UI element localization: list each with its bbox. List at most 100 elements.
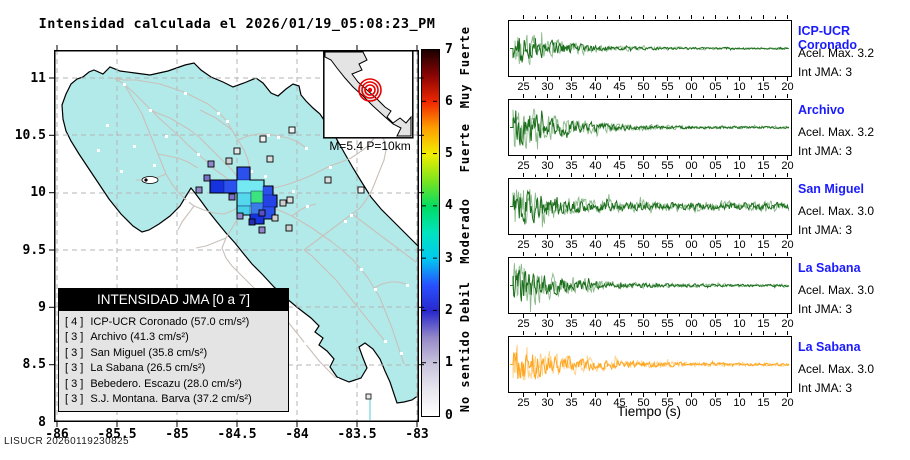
intensity-cells (209, 166, 278, 225)
epicenter-inset (323, 50, 414, 139)
time-tick-label: 45 (613, 397, 626, 409)
map-x-tick-label: -83 (405, 427, 429, 442)
legend-item-desc: ICP-UCR Coronado (57.0 cm/s²) (90, 315, 250, 328)
inset-landmass (324, 51, 412, 137)
time-tick-label: 30 (541, 239, 554, 251)
map-x-tick-label: -84 (285, 427, 309, 442)
legend-item: [ 3 ] S.J. Montana. Barva (37.2 cm/s²) (59, 392, 288, 408)
time-tick-label: 25 (517, 160, 530, 172)
int-jma-label: Int JMA: 3 (798, 302, 853, 316)
legend-item-jma: [ 3 ] (65, 362, 84, 375)
time-tick-label: 10 (733, 160, 746, 172)
time-tick-label: 40 (589, 397, 602, 409)
colorbar-scale-label: Debil (458, 280, 472, 322)
legend-item-jma: [ 4 ] (65, 315, 84, 328)
legend-item: [ 3 ] La Sabana (26.5 cm/s²) (59, 361, 288, 377)
time-tick-label: 20 (781, 81, 794, 93)
time-tick-label: 10 (733, 239, 746, 251)
accel-max-label: Acel. Max. 3.2 (798, 125, 875, 139)
colorbar-tick-label: 3 (445, 250, 453, 266)
time-tick-label: 25 (517, 239, 530, 251)
waveform-trace (510, 189, 790, 225)
time-tick-label: 00 (685, 397, 698, 409)
time-tick-label: 35 (565, 397, 578, 409)
time-tick-label: 05 (709, 81, 722, 93)
time-tick-label: 25 (517, 397, 530, 409)
time-tick-label: 00 (685, 239, 698, 251)
colorbar-tick-label: 5 (445, 146, 453, 162)
time-tick-label: 45 (613, 81, 626, 93)
colorbar-scale-label: Moderado (458, 198, 472, 265)
time-tick-label: 50 (637, 318, 650, 330)
time-tick-label: 40 (589, 160, 602, 172)
time-tick-label: 30 (541, 397, 554, 409)
time-tick-label: 10 (733, 81, 746, 93)
colorbar-scale-label: Muy Fuerte (458, 26, 472, 109)
accel-max-label: Acel. Max. 3.0 (798, 283, 875, 297)
lake-dot (144, 178, 148, 182)
time-tick-label: 05 (709, 160, 722, 172)
time-tick-label: 15 (757, 160, 770, 172)
time-tick-label: 25 (517, 81, 530, 93)
colorbar-scale-label: No sentido (458, 330, 472, 413)
time-tick-label: 45 (613, 160, 626, 172)
legend-body: [ 4 ] ICP-UCR Coronado (57.0 cm/s²) [ 3 ]… (59, 311, 288, 411)
map-x-tick-label: -85 (165, 427, 189, 442)
intensity-cluster-outline (209, 166, 278, 225)
int-jma-label: Int JMA: 3 (798, 381, 853, 395)
time-tick-label: 15 (757, 397, 770, 409)
accel-max-label: Acel. Max. 3.0 (798, 362, 875, 376)
time-tick-label: 35 (565, 81, 578, 93)
seismogram-panel (508, 336, 792, 393)
time-tick-label: 05 (709, 239, 722, 251)
seismogram-panel (508, 99, 792, 156)
legend-item-desc: La Sabana (26.5 cm/s²) (90, 362, 206, 375)
legend-item: [ 4 ] ICP-UCR Coronado (57.0 cm/s²) (59, 314, 288, 330)
time-tick-label: 45 (613, 318, 626, 330)
time-tick-label: 40 (589, 81, 602, 93)
legend-item-jma: [ 3 ] (65, 331, 84, 344)
timestamp-stamp: LISUCR 20260119230825 (4, 436, 129, 447)
time-tick-label: 30 (541, 318, 554, 330)
time-tick-label: 20 (781, 160, 794, 172)
map-y-tick-label: 10 (30, 185, 46, 201)
time-tick-label: 20 (781, 239, 794, 251)
time-tick-label: 00 (685, 160, 698, 172)
int-jma-label: Int JMA: 3 (798, 144, 853, 158)
magnitude-depth-label: M=5.4 P=10km (329, 139, 411, 153)
time-tick-label: 00 (685, 81, 698, 93)
waveform-trace (510, 110, 790, 147)
waveform (510, 263, 790, 313)
station-name: San Miguel (798, 182, 864, 196)
map-y-tick-label: 9 (38, 299, 46, 315)
colorbar-tick-label: 1 (445, 355, 453, 371)
time-tick-label: 50 (637, 239, 650, 251)
legend-item: [ 3 ] San Miguel (35.8 cm/s²) (59, 345, 288, 361)
time-tick-label: 10 (733, 318, 746, 330)
time-tick-label: 40 (589, 318, 602, 330)
colorbar-scale-label: Fuerte (458, 122, 472, 173)
colorbar-tick-label: 0 (445, 407, 453, 423)
waveform-trace-shadow (510, 108, 790, 150)
time-tick-label: 55 (661, 160, 674, 172)
islet-marker (365, 393, 372, 400)
time-tick-label: 55 (661, 397, 674, 409)
colorbar-tick-label: 4 (445, 198, 453, 214)
station-name: ICP-UCR Coronado (798, 24, 858, 52)
colorbar-tick-label: 6 (445, 93, 453, 109)
waveform-trace (510, 351, 790, 381)
time-tick-label: 45 (613, 239, 626, 251)
map-y-tick-label: 9.5 (22, 242, 46, 258)
time-tick-label: 50 (637, 397, 650, 409)
seismogram-panel (508, 257, 792, 314)
legend-item-desc: Bebedero. Escazu (28.0 cm/s²) (90, 377, 242, 390)
time-tick-label: 50 (637, 160, 650, 172)
legend-item-desc: S.J. Montana. Barva (37.2 cm/s²) (90, 393, 252, 406)
time-tick-label: 20 (781, 397, 794, 409)
station-name: La Sabana (798, 340, 861, 354)
station-name: La Sabana (798, 261, 861, 275)
map-y-tick-label: 10.5 (14, 127, 46, 143)
time-tick-label: 05 (709, 397, 722, 409)
time-tick-label: 55 (661, 318, 674, 330)
